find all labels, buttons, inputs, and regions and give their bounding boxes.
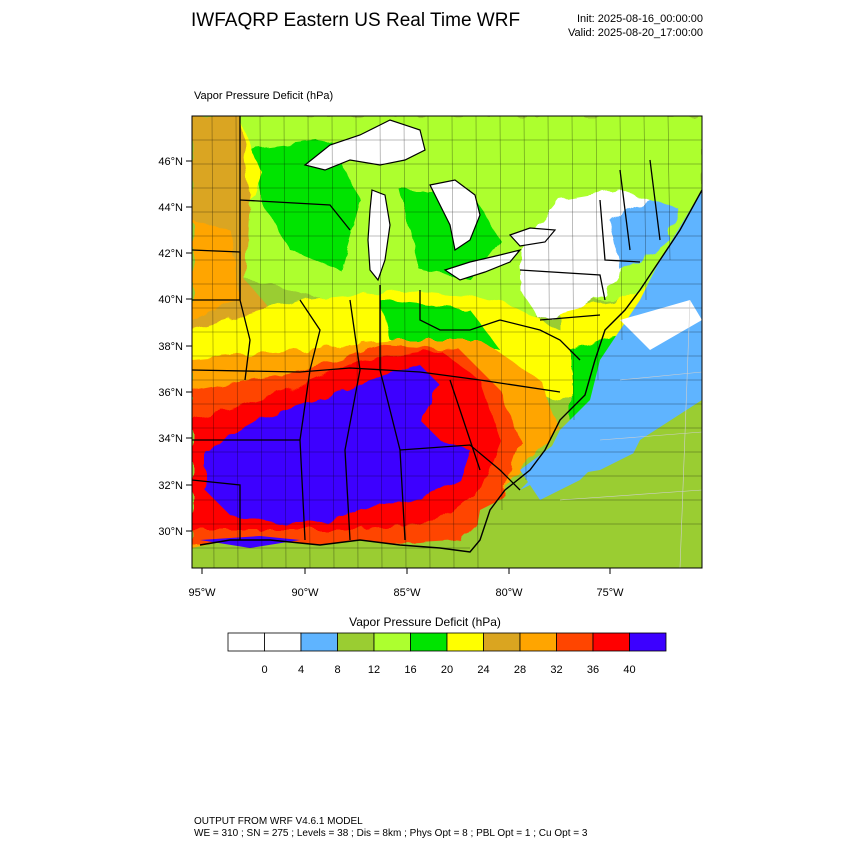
state-boundaries: [192, 116, 661, 541]
lon-label: 75°W: [596, 587, 624, 599]
ocean-white-patch: [620, 300, 702, 350]
lon-label: 85°W: [393, 587, 421, 599]
legend-label: 32: [550, 664, 562, 676]
valid-time: Valid: 2025-08-20_17:00:00: [568, 27, 703, 39]
legend-swatch: [629, 632, 667, 652]
legend-label: 24: [477, 664, 489, 676]
lat-label: 36°N: [158, 387, 183, 399]
lon-label: 90°W: [291, 587, 319, 599]
page-title: IWFAQRP Eastern US Real Time WRF: [191, 10, 521, 31]
legend-label: 16: [404, 664, 416, 676]
lat-label: 40°N: [158, 294, 183, 306]
gulf-of-mexico: [192, 540, 480, 568]
lat-label: 46°N: [158, 156, 183, 168]
legend-swatch: [300, 632, 338, 652]
legend-swatch: [264, 632, 302, 652]
lat-label: 30°N: [158, 526, 183, 538]
legend-labels: 0 4 8 12 16 20 24 28 32 36 40: [261, 664, 635, 676]
legend-swatch: [337, 632, 375, 652]
lat-label: 34°N: [158, 433, 183, 445]
legend-swatch: [483, 632, 521, 652]
lat-label: 38°N: [158, 341, 183, 353]
graticule: [559, 299, 702, 568]
legend-label: 0: [261, 664, 267, 676]
legend-swatch: [446, 632, 484, 652]
map-frame: [191, 115, 703, 569]
vpd-region-32a: [192, 220, 240, 320]
lake-erie: [443, 248, 522, 281]
lat-axis: 46°N 44°N 42°N 40°N 38°N 36°N 34°N 32°N …: [158, 156, 192, 538]
lat-label: 32°N: [158, 480, 183, 492]
legend-swatch: [410, 632, 448, 652]
legend-swatch: [592, 632, 630, 652]
coastline: [199, 189, 702, 553]
init-time: Init: 2025-08-16_00:00:00: [577, 13, 703, 25]
legend-swatch: [519, 632, 557, 652]
map-panel: [192, 116, 702, 568]
lon-label: 95°W: [188, 587, 216, 599]
gulf-coast-patch: [200, 536, 300, 548]
lake-michigan: [367, 189, 391, 282]
legend-label: 36: [587, 664, 599, 676]
lake-superior: [303, 119, 426, 171]
vpd-region-max: [205, 365, 470, 525]
legend-label: 8: [334, 664, 340, 676]
lat-label: 42°N: [158, 248, 183, 260]
legend-label: 12: [368, 664, 380, 676]
field-title: Vapor Pressure Deficit (hPa): [194, 90, 334, 102]
footer-config: WE = 310 ; SN = 275 ; Levels = 38 ; Dis …: [194, 828, 588, 839]
vpd-region-8a: [610, 200, 680, 270]
ocean-south: [470, 440, 702, 568]
legend-label: 28: [514, 664, 526, 676]
county-lines: [192, 116, 702, 568]
legend-title: Vapor Pressure Deficit (hPa): [349, 615, 501, 629]
legend-label: 20: [441, 664, 453, 676]
legend-label: 40: [623, 664, 635, 676]
lon-axis: 95°W 90°W 85°W 80°W 75°W: [188, 568, 624, 599]
legend-swatch: [373, 632, 411, 652]
legend-colorbar: [227, 632, 667, 652]
legend-label: 4: [298, 664, 304, 676]
legend-swatch: [556, 632, 594, 652]
lon-label: 80°W: [495, 587, 523, 599]
lat-label: 44°N: [158, 202, 183, 214]
gulf-stream-patch: [520, 420, 620, 500]
footer-model: OUTPUT FROM WRF V4.6.1 MODEL: [194, 816, 363, 827]
lake-huron: [429, 179, 481, 251]
legend-swatch: [227, 632, 265, 652]
